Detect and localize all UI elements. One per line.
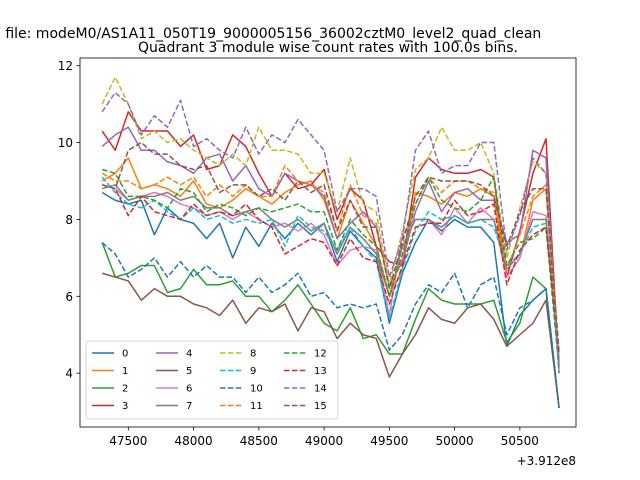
x-tick-label: 48500: [240, 434, 278, 448]
legend-label-9: 9: [250, 366, 256, 377]
plot-area: 47500 48000 48500 49000 49500 50000 5050046810…: [58, 57, 577, 448]
legend-label-3: 3: [122, 401, 128, 412]
legend-label-7: 7: [186, 401, 192, 412]
legend-label-14: 14: [314, 384, 327, 395]
legend-label-4: 4: [186, 349, 192, 360]
x-tick-label: 47500: [109, 434, 147, 448]
x-offset-text: +3.912e8: [517, 454, 576, 468]
legend-label-6: 6: [186, 384, 192, 395]
legend-label-0: 0: [122, 349, 128, 360]
x-tick-label: 50500: [501, 434, 539, 448]
y-tick-label: 12: [58, 59, 73, 73]
y-tick-label: 4: [65, 367, 73, 381]
series-line-3: [101, 111, 560, 370]
x-tick-label: 49000: [305, 434, 343, 448]
series-line-8: [101, 76, 560, 374]
y-tick-label: 6: [65, 290, 73, 304]
legend-label-10: 10: [250, 384, 263, 395]
legend-label-11: 11: [250, 401, 263, 412]
legend-label-2: 2: [122, 384, 128, 395]
axes-frame: [79, 57, 577, 428]
y-tick-label: 8: [65, 213, 73, 227]
series-line-6: [101, 184, 560, 358]
series-line-15: [101, 141, 560, 355]
x-tick-label: 49500: [370, 434, 408, 448]
series-line-10: [101, 241, 560, 408]
series-line-12: [101, 168, 560, 370]
legend-label-8: 8: [250, 349, 256, 360]
figure-suptitle: n file: modeM0/AS1A11_050T19_9000005156_…: [0, 26, 541, 42]
legend-box: [85, 340, 339, 420]
series-line-7: [101, 184, 560, 362]
series-line-2: [101, 242, 560, 408]
legend-label-1: 1: [122, 366, 128, 377]
chart-title: Quadrant 3 module wise count rates with …: [138, 40, 518, 56]
series-line-5: [101, 272, 560, 408]
x-tick-label: 48000: [174, 434, 212, 448]
legend-label-15: 15: [314, 401, 327, 412]
legend-label-5: 5: [186, 366, 192, 377]
x-tick-label: 50000: [436, 434, 474, 448]
series-line-14: [101, 91, 560, 374]
legend-label-13: 13: [314, 366, 327, 377]
series-line-13: [101, 184, 560, 355]
y-tick-label: 10: [58, 136, 73, 150]
series-line-4: [101, 126, 560, 374]
legend-label-12: 12: [314, 349, 327, 360]
series-line-11: [101, 164, 560, 351]
